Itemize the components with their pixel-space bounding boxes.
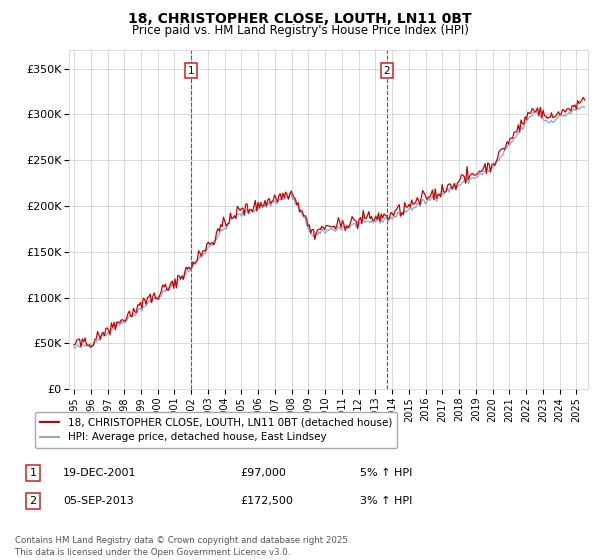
Text: 5% ↑ HPI: 5% ↑ HPI <box>360 468 412 478</box>
Legend: 18, CHRISTOPHER CLOSE, LOUTH, LN11 0BT (detached house), HPI: Average price, det: 18, CHRISTOPHER CLOSE, LOUTH, LN11 0BT (… <box>35 412 397 447</box>
Text: 2: 2 <box>383 66 390 76</box>
Text: 18, CHRISTOPHER CLOSE, LOUTH, LN11 0BT: 18, CHRISTOPHER CLOSE, LOUTH, LN11 0BT <box>128 12 472 26</box>
Text: 19-DEC-2001: 19-DEC-2001 <box>63 468 137 478</box>
Text: £172,500: £172,500 <box>240 496 293 506</box>
Text: 1: 1 <box>29 468 37 478</box>
Text: 3% ↑ HPI: 3% ↑ HPI <box>360 496 412 506</box>
Text: Price paid vs. HM Land Registry's House Price Index (HPI): Price paid vs. HM Land Registry's House … <box>131 24 469 37</box>
Text: Contains HM Land Registry data © Crown copyright and database right 2025.
This d: Contains HM Land Registry data © Crown c… <box>15 536 350 557</box>
Text: £97,000: £97,000 <box>240 468 286 478</box>
Text: 1: 1 <box>187 66 194 76</box>
Text: 2: 2 <box>29 496 37 506</box>
Text: 05-SEP-2013: 05-SEP-2013 <box>63 496 134 506</box>
